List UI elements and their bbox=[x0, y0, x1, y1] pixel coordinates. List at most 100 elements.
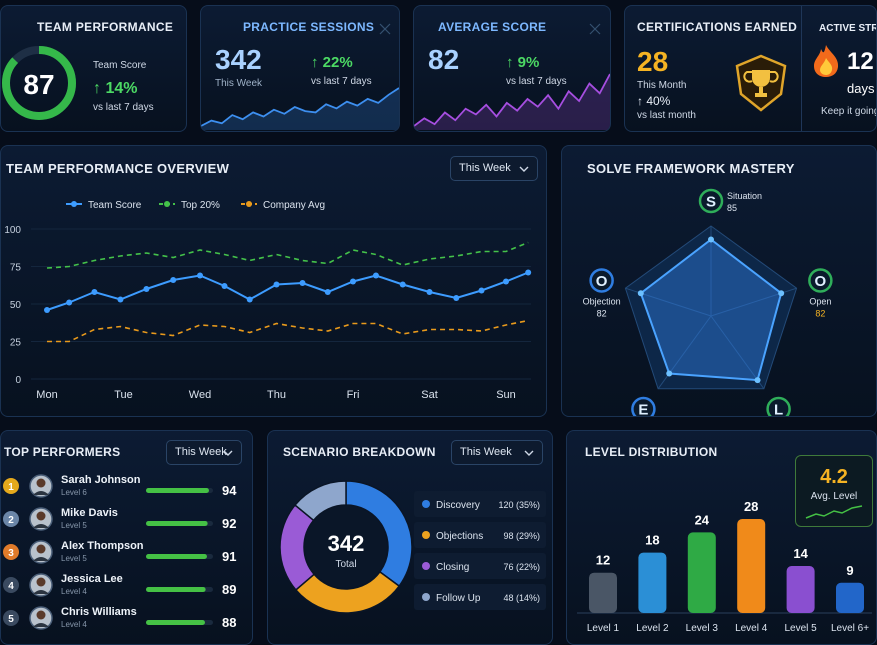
bar bbox=[786, 566, 815, 613]
series-line bbox=[47, 319, 529, 343]
radar-spoke bbox=[710, 315, 765, 390]
axis-value: 82 bbox=[597, 308, 607, 318]
avatar-head bbox=[36, 544, 46, 554]
card-title: AVERAGE SCORE bbox=[438, 20, 547, 34]
axis-name: Situation bbox=[727, 191, 762, 201]
score-bar bbox=[146, 488, 209, 493]
axis-name: Open bbox=[809, 296, 831, 306]
rank-number: 2 bbox=[8, 515, 14, 526]
performer-name: Jessica Lee bbox=[61, 573, 123, 585]
avg-badge: 4.2 Avg. Level bbox=[795, 455, 873, 527]
score-value: 89 bbox=[222, 582, 236, 597]
kpi-card: PRACTICE SESSIONS 342 This Week ↑ 22% vs las… bbox=[200, 5, 400, 132]
radar-point bbox=[778, 290, 785, 297]
ring-progress bbox=[2, 46, 76, 120]
kpi-note: Keep it going bbox=[821, 106, 877, 117]
axis-badge bbox=[766, 396, 791, 416]
avatar-body bbox=[33, 623, 49, 627]
legend-label: Objections bbox=[436, 531, 483, 542]
dropdown[interactable]: This Week bbox=[450, 156, 538, 181]
radar-point bbox=[708, 236, 714, 243]
line-chart: 0 25 50 75 100 Mon Tue Wed Thu Fri Sat Sun Team Scor… bbox=[4, 200, 532, 401]
series-point bbox=[324, 289, 331, 295]
card-title: SOLVE FRAMEWORK MASTERY bbox=[587, 161, 795, 176]
x-tick-label: Level 2 bbox=[636, 623, 669, 634]
close-glyph bbox=[379, 23, 391, 35]
kpi-note: vs last month bbox=[637, 110, 696, 121]
score-bar bbox=[146, 620, 205, 625]
radar-point bbox=[666, 370, 673, 377]
sparkline-line bbox=[414, 73, 610, 127]
legend-label: Top 20% bbox=[181, 200, 220, 211]
legend-dot bbox=[71, 201, 77, 207]
trophy-icon bbox=[735, 54, 787, 112]
kpi-value: 28 bbox=[637, 46, 669, 77]
score-value: 92 bbox=[222, 516, 236, 531]
card-title: SCENARIO BREAKDOWN bbox=[283, 445, 436, 459]
rank-badge bbox=[3, 610, 19, 626]
legend-dot bbox=[422, 500, 430, 508]
kpi-note: vs last 7 days bbox=[506, 76, 567, 87]
card-title: CERTIFICATIONS EARNED bbox=[637, 20, 798, 34]
donut-segment bbox=[293, 480, 347, 522]
donut-chart: 342 Total Discovery 120 (35%) Objections 98 (… bbox=[279, 480, 546, 614]
legend-dot bbox=[422, 531, 430, 539]
x-tick-label: Sat bbox=[421, 389, 438, 401]
dropdown[interactable]: This Week bbox=[451, 440, 543, 465]
bar-value: 12 bbox=[596, 553, 610, 568]
score-bar bbox=[146, 521, 208, 526]
avg-trend-line bbox=[805, 505, 863, 519]
dropdown-label[interactable]: This Week bbox=[175, 446, 227, 458]
performer-level: Level 5 bbox=[61, 554, 87, 563]
card-title: PRACTICE SESSIONS bbox=[243, 20, 375, 34]
legend-value: 98 (29%) bbox=[503, 531, 540, 541]
score-value: 94 bbox=[222, 483, 237, 498]
divider bbox=[801, 6, 802, 131]
kpi-label: This Week bbox=[215, 78, 263, 89]
series-point bbox=[350, 278, 356, 285]
legend-label: Company Avg bbox=[263, 200, 325, 211]
kpi-change: ↑ 22% bbox=[311, 54, 353, 71]
bar-chart: 12 Level 1 18 Level 2 24 Level 3 28 Level 4 14 Le… bbox=[577, 499, 872, 634]
y-tick-label: 0 bbox=[15, 375, 21, 386]
sparkline bbox=[201, 87, 399, 130]
series-point bbox=[372, 272, 379, 279]
dropdown[interactable]: This Week bbox=[166, 440, 242, 465]
series-line bbox=[46, 241, 529, 269]
axis-value: 85 bbox=[727, 203, 737, 213]
axis-badge bbox=[698, 188, 724, 214]
axis-letter: O bbox=[815, 273, 827, 290]
rank-badge bbox=[3, 478, 19, 494]
sparkline-area bbox=[414, 74, 610, 130]
x-tick-label: Level 5 bbox=[784, 623, 817, 634]
card-title: TEAM PERFORMANCE OVERVIEW bbox=[6, 161, 230, 176]
axis-name: Objection bbox=[583, 296, 621, 306]
performer-name: Mike Davis bbox=[61, 507, 118, 519]
performer-name: Alex Thompson bbox=[61, 540, 144, 552]
dropdown-label[interactable]: This Week bbox=[459, 162, 511, 174]
legend-row bbox=[414, 522, 546, 548]
avatar-body bbox=[33, 524, 49, 528]
axis-value: 82 bbox=[815, 308, 825, 318]
legend-row bbox=[414, 491, 546, 517]
x-tick-label: Level 1 bbox=[587, 623, 620, 634]
avatar-body bbox=[33, 491, 49, 495]
sparkline bbox=[414, 73, 610, 130]
kpi-note: vs last 7 days bbox=[311, 76, 372, 87]
x-tick-label: Level 6+ bbox=[831, 623, 869, 634]
legend-label: Discovery bbox=[436, 500, 480, 511]
kpi-change: ↑ 14% bbox=[93, 80, 138, 97]
dropdown-label[interactable]: This Week bbox=[460, 446, 512, 458]
series-point bbox=[503, 278, 509, 285]
avatar-head bbox=[36, 478, 46, 488]
mastery-card: SOLVE FRAMEWORK MASTERY S Situation 85 O Open… bbox=[561, 145, 877, 417]
x-tick-label: Wed bbox=[189, 389, 211, 401]
legend-value: 120 (35%) bbox=[498, 500, 540, 510]
bar bbox=[687, 532, 716, 613]
radar-spoke bbox=[657, 315, 712, 390]
donut-total-label: Total bbox=[335, 559, 356, 570]
chevron bbox=[519, 166, 529, 172]
kpi-change: ↑ 40% bbox=[637, 94, 671, 108]
kpi-value: 82 bbox=[428, 44, 460, 75]
